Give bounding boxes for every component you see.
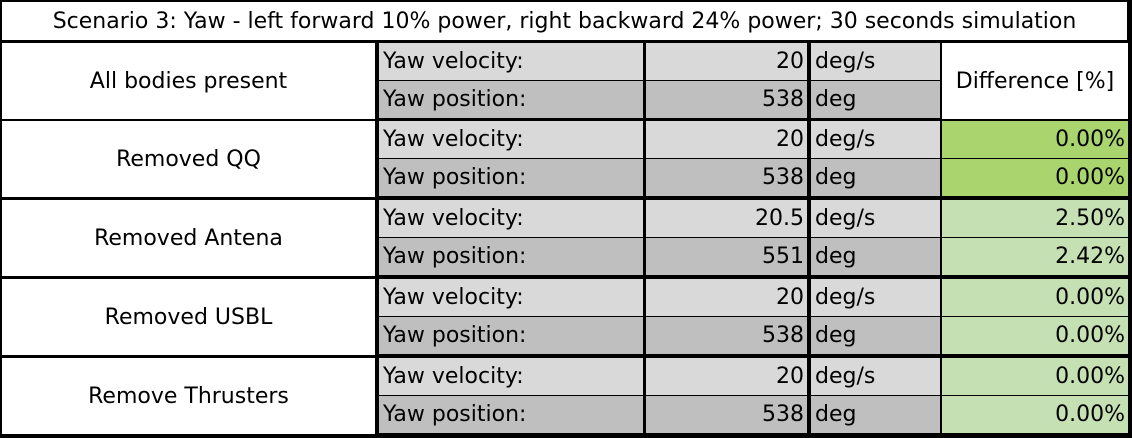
scenario-name: Remove Thrusters (2, 358, 375, 434)
metric-unit: deg/s (811, 43, 940, 80)
metric-value: 20 (646, 279, 807, 316)
metric-label: Yaw position: (379, 396, 643, 433)
metric-unit: deg (811, 396, 940, 433)
metric-label: Yaw position: (379, 238, 643, 275)
metric-unit: deg/s (811, 279, 940, 316)
metric-value: 20 (646, 358, 807, 395)
metric-label: Yaw position: (379, 81, 643, 118)
difference-value: 0.00% (942, 396, 1128, 433)
table-row: Yaw position: 551 deg 2.42% (0, 238, 1132, 276)
metric-value: 538 (646, 396, 807, 433)
table-row: Yaw position: 538 deg 0.00% (0, 396, 1132, 434)
table-row: Yaw velocity: 20 deg/s 0.00% (0, 358, 1132, 396)
table-row: Yaw position: 538 deg 0.00% (0, 317, 1132, 355)
metric-unit: deg/s (811, 121, 940, 158)
difference-value: 0.00% (942, 317, 1128, 354)
difference-value: 0.00% (942, 279, 1128, 316)
metric-label: Yaw velocity: (379, 200, 643, 237)
metric-value: 538 (646, 159, 807, 196)
scenario-name: Removed QQ (2, 121, 375, 197)
metric-label: Yaw position: (379, 159, 643, 196)
table-row: Yaw position: 538 deg (0, 81, 1132, 119)
metric-value: 538 (646, 81, 807, 118)
metric-unit: deg/s (811, 358, 940, 395)
metric-value: 551 (646, 238, 807, 275)
scenario-name: Removed USBL (2, 279, 375, 355)
metric-unit: deg/s (811, 200, 940, 237)
scenario-group: Removed USBL Yaw velocity: 20 deg/s 0.00… (0, 279, 1132, 355)
metric-label: Yaw velocity: (379, 121, 643, 158)
scenario-name: Removed Antena (2, 200, 375, 276)
difference-value: 2.42% (942, 238, 1128, 275)
metric-label: Yaw velocity: (379, 358, 643, 395)
table-row: Yaw velocity: 20 deg/s 0.00% (0, 279, 1132, 317)
difference-value: 2.50% (942, 200, 1128, 237)
difference-header: Difference [%] (942, 43, 1128, 119)
metric-label: Yaw velocity: (379, 43, 643, 80)
difference-value: 0.00% (942, 159, 1128, 196)
metric-unit: deg (811, 159, 940, 196)
scenario-group: Remove Thrusters Yaw velocity: 20 deg/s … (0, 358, 1132, 434)
scenario-group: All bodies present Yaw velocity: 20 deg/… (0, 43, 1132, 119)
difference-value: 0.00% (942, 358, 1128, 395)
metric-unit: deg (811, 238, 940, 275)
table-row: Yaw velocity: 20 deg/s (0, 43, 1132, 81)
metric-value: 20.5 (646, 200, 807, 237)
table-row: Yaw position: 538 deg 0.00% (0, 159, 1132, 197)
metric-label: Yaw velocity: (379, 279, 643, 316)
scenario-group: Removed QQ Yaw velocity: 20 deg/s 0.00% … (0, 121, 1132, 197)
metric-value: 538 (646, 317, 807, 354)
scenario-name: All bodies present (2, 43, 375, 119)
table-title: Scenario 3: Yaw - left forward 10% power… (2, 2, 1127, 40)
metric-label: Yaw position: (379, 317, 643, 354)
table-row: Yaw velocity: 20.5 deg/s 2.50% (0, 200, 1132, 238)
metric-unit: deg (811, 317, 940, 354)
table-row: Yaw velocity: 20 deg/s 0.00% (0, 121, 1132, 159)
metric-unit: deg (811, 81, 940, 118)
scenario-group: Removed Antena Yaw velocity: 20.5 deg/s … (0, 200, 1132, 276)
metric-value: 20 (646, 121, 807, 158)
difference-value: 0.00% (942, 121, 1128, 158)
metric-value: 20 (646, 43, 807, 80)
